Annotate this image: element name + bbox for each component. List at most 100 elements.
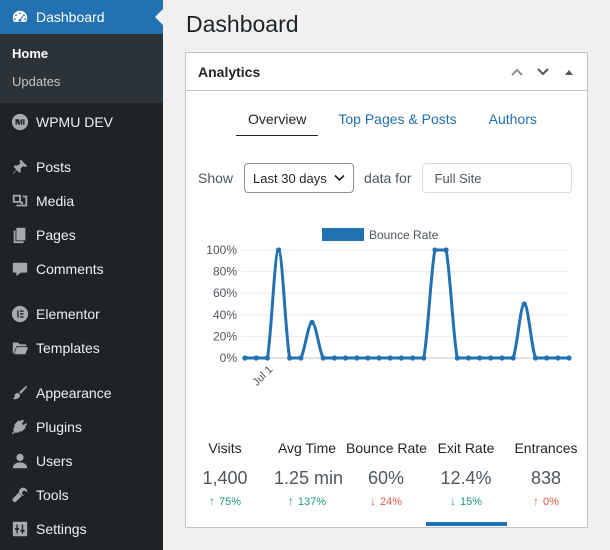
legend-swatch [322, 228, 364, 241]
stat-exit-rate[interactable]: Exit Rate 12.4% ↓ 15% [433, 440, 499, 508]
stat-change: ↓ 15% [433, 494, 499, 508]
menu-pages[interactable]: Pages [0, 218, 163, 252]
menu-dashboard-label: Dashboard [36, 9, 105, 25]
settings-sliders-icon [10, 519, 30, 539]
data-point [253, 355, 259, 361]
data-point [264, 355, 270, 361]
menu-dashboard[interactable]: Dashboard [0, 0, 163, 34]
dashboard-gauge-icon [10, 7, 30, 27]
stat-visits[interactable]: Visits 1,400 ↑ 75% [197, 440, 253, 508]
y-tick-label: 80% [213, 265, 237, 279]
data-point [242, 355, 248, 361]
menu-wpmudev-label: WPMU DEV [36, 114, 113, 130]
data-point [354, 355, 360, 361]
menu-users-label: Users [36, 453, 73, 469]
menu-media[interactable]: Media [0, 184, 163, 218]
arrow-up-icon: ↑ [208, 494, 215, 508]
data-point [477, 355, 483, 361]
data-point [510, 355, 516, 361]
stat-value: 838 [530, 468, 562, 488]
menu-wpmudev[interactable]: WPMU DEV [0, 105, 163, 139]
menu-elementor-label: Elementor [36, 306, 100, 322]
data-point [309, 319, 315, 325]
tab-authors[interactable]: Authors [488, 111, 537, 127]
menu-templates[interactable]: Templates [0, 331, 163, 365]
x-tick-label: Jul 1 [251, 364, 276, 389]
period-select-value: Last 30 days [253, 170, 327, 186]
menu-users[interactable]: Users [0, 444, 163, 478]
menu-tools[interactable]: Tools [0, 478, 163, 512]
stat-label: Visits [208, 440, 242, 456]
stat-bounce-rate[interactable]: Bounce Rate 60% ↓ 24% [346, 440, 427, 508]
menu-comments[interactable]: Comments [0, 252, 163, 286]
tab-overview[interactable]: Overview [236, 111, 319, 136]
chevron-up-icon [511, 68, 523, 76]
submenu-home[interactable]: Home [12, 46, 49, 61]
menu-templates-label: Templates [36, 340, 100, 356]
menu-plugins[interactable]: Plugins [0, 410, 163, 444]
menu-elementor[interactable]: Elementor [0, 297, 163, 331]
stat-change-value: 0% [543, 496, 559, 508]
plug-icon [10, 417, 30, 437]
data-point [432, 247, 438, 253]
move-up-button[interactable] [504, 59, 530, 85]
collapse-toggle-button[interactable] [556, 59, 582, 85]
scope-input[interactable] [421, 163, 572, 193]
stat-change-value: 75% [218, 496, 242, 508]
tab-top-pages-posts[interactable]: Top Pages & Posts [338, 111, 457, 127]
data-point [465, 355, 472, 361]
data-point [566, 355, 572, 361]
pages-icon [10, 225, 30, 245]
data-point [320, 355, 326, 361]
menu-posts[interactable]: Posts [0, 150, 163, 184]
bounce-rate-chart: 0% 20% 40% 60% 80% 100% Bounce Rate Jul 1 [206, 228, 572, 389]
widget-header: Analytics [186, 53, 587, 91]
data-point [376, 355, 382, 361]
stats-row: Visits 1,400 ↑ 75% Avg Time 1.25 min ↑ 137… [186, 440, 587, 527]
elementor-logo-icon [10, 304, 30, 324]
comment-bubble-icon [10, 259, 30, 279]
menu-settings[interactable]: Settings [0, 512, 163, 546]
submenu-updates[interactable]: Updates [12, 74, 61, 89]
y-tick-label: 60% [213, 286, 237, 300]
chart-legend: Bounce Rate [322, 228, 439, 242]
selected-stat-indicator [426, 522, 507, 526]
media-icon [10, 191, 30, 211]
data-point [488, 355, 494, 361]
arrow-up-icon: ↑ [533, 494, 540, 508]
analytics-widget: Analytics Overview Top Pages & Posts Aut… [185, 52, 588, 528]
data-point [555, 355, 561, 361]
menu-appearance-label: Appearance [36, 385, 112, 401]
data-point [544, 355, 550, 361]
data-point [298, 355, 304, 361]
menu-media-label: Media [36, 193, 75, 209]
data-point [387, 355, 393, 361]
y-tick-label: 100% [206, 243, 237, 257]
chevron-down-icon [334, 174, 345, 182]
stat-label: Avg Time [277, 440, 337, 456]
stat-change: ↑ 0% [513, 494, 579, 508]
menu-tools-label: Tools [36, 487, 69, 503]
data-point [275, 247, 282, 253]
data-point [499, 355, 505, 361]
wpmudev-logo-icon [10, 112, 30, 132]
data-point [443, 247, 449, 253]
data-point [421, 355, 427, 361]
analytics-tabs: Overview Top Pages & Posts Authors [236, 111, 537, 136]
stat-value: 60% [367, 468, 405, 488]
stat-label: Entrances [514, 440, 578, 456]
period-select[interactable]: Last 30 days [244, 163, 355, 193]
menu-appearance[interactable]: Appearance [0, 376, 163, 410]
admin-sidebar: Dashboard Home Updates WPMU DEV Posts Me… [0, 0, 163, 550]
stat-entrances[interactable]: Entrances 838 ↑ 0% [513, 440, 579, 508]
stat-change: ↓ 24% [346, 494, 426, 508]
stat-avg-time[interactable]: Avg Time 1.25 min ↑ 137% [274, 440, 343, 508]
menu-comments-label: Comments [36, 261, 104, 277]
move-down-button[interactable] [530, 59, 556, 85]
arrow-down-icon: ↓ [449, 494, 456, 508]
menu-plugins-label: Plugins [36, 419, 82, 435]
widget-title: Analytics [198, 63, 261, 80]
folder-icon [10, 338, 30, 358]
data-point [532, 355, 539, 361]
menu-posts-label: Posts [36, 159, 72, 175]
